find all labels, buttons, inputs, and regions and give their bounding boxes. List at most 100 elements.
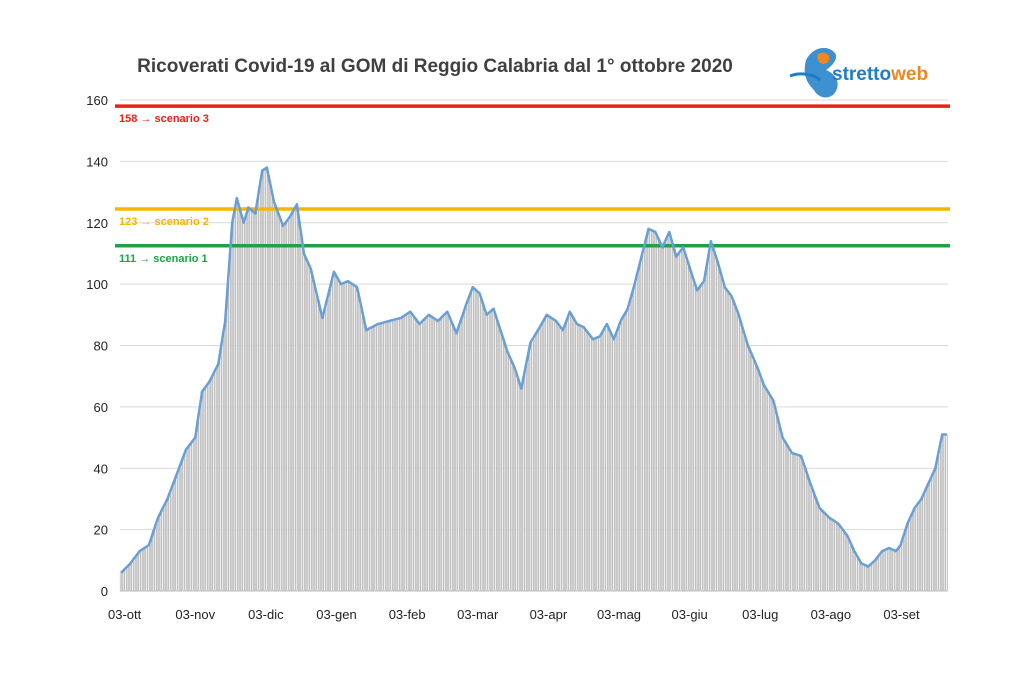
- bar: [196, 421, 199, 592]
- bar: [776, 418, 779, 592]
- bar: [388, 320, 391, 592]
- x-tick-label: 03-apr: [530, 607, 568, 622]
- bar: [716, 262, 719, 592]
- bar: [598, 335, 601, 592]
- bar: [744, 337, 747, 592]
- bar: [337, 279, 340, 592]
- bar: [709, 240, 712, 592]
- bar: [126, 565, 129, 592]
- bar: [684, 254, 687, 592]
- bar: [251, 211, 254, 592]
- bar: [129, 563, 132, 592]
- y-tick-label: 20: [94, 523, 108, 538]
- bar: [883, 549, 886, 592]
- bar: [753, 361, 756, 592]
- bar: [767, 392, 770, 592]
- x-tick-label: 03-lug: [742, 607, 778, 622]
- bar: [233, 210, 236, 592]
- bar: [894, 550, 897, 592]
- bar: [792, 453, 795, 592]
- bar: [920, 498, 923, 592]
- bar: [254, 213, 257, 592]
- bar: [917, 501, 920, 592]
- bar: [191, 440, 194, 592]
- bar: [668, 231, 671, 592]
- bar: [358, 297, 361, 592]
- bar: [765, 388, 768, 592]
- y-tick-label: 140: [86, 154, 108, 169]
- bar: [284, 222, 287, 592]
- bar: [124, 567, 127, 592]
- bar: [779, 428, 782, 592]
- bar: [621, 316, 624, 592]
- bar: [374, 324, 377, 592]
- bar: [945, 434, 948, 592]
- bar: [915, 504, 918, 592]
- bar: [443, 313, 446, 592]
- x-tick-label: 03-giu: [672, 607, 708, 622]
- bar: [825, 514, 828, 592]
- bar: [448, 316, 451, 592]
- bar: [880, 550, 883, 592]
- bar: [457, 326, 460, 592]
- bar: [802, 462, 805, 592]
- bar: [742, 329, 745, 592]
- bar: [876, 556, 879, 592]
- bar: [131, 560, 134, 592]
- bar: [496, 322, 499, 592]
- bar: [348, 282, 351, 592]
- bar: [612, 339, 615, 592]
- x-tick-label: 03-gen: [316, 607, 356, 622]
- bar: [626, 308, 629, 592]
- bar: [631, 292, 634, 592]
- bar: [748, 350, 752, 592]
- bar: [931, 473, 934, 592]
- bar: [594, 338, 597, 592]
- bar: [392, 319, 395, 592]
- y-tick-label: 0: [101, 584, 108, 599]
- bar: [260, 170, 263, 592]
- bar: [670, 239, 673, 592]
- bar: [302, 253, 305, 592]
- bar: [885, 548, 888, 592]
- bar: [138, 550, 141, 592]
- bar: [411, 314, 414, 592]
- bar: [804, 469, 807, 592]
- bar: [503, 344, 506, 592]
- bar: [658, 241, 661, 592]
- y-axis: 0 20 40 60 80 100 120 140 160: [86, 93, 108, 599]
- bar: [263, 168, 266, 592]
- reference-lines: 158 → scenario 3 123 → scenario 2 111 → sc…: [115, 104, 950, 265]
- bar: [890, 548, 893, 592]
- bar: [538, 326, 541, 592]
- bar: [686, 261, 689, 592]
- bar: [452, 327, 455, 592]
- bar: [297, 220, 301, 592]
- bar: [693, 282, 696, 592]
- bar: [200, 391, 203, 592]
- bar: [362, 319, 365, 592]
- bar: [300, 236, 303, 592]
- bar: [688, 268, 691, 592]
- bar: [892, 549, 895, 592]
- bar: [214, 368, 217, 592]
- bar: [471, 286, 474, 592]
- bar: [570, 315, 573, 592]
- bar: [441, 316, 444, 592]
- bar: [614, 332, 617, 592]
- bar: [533, 334, 536, 592]
- bar: [399, 317, 402, 592]
- bar: [751, 355, 754, 592]
- bar: [651, 230, 654, 592]
- bar: [591, 339, 594, 592]
- bar: [839, 526, 842, 592]
- bar: [272, 200, 275, 592]
- bar: [661, 247, 664, 592]
- bar: [934, 467, 937, 592]
- bar: [270, 189, 273, 592]
- bar: [869, 564, 872, 592]
- bar: [279, 219, 282, 592]
- bar: [827, 517, 830, 592]
- bar: [383, 321, 386, 592]
- bar: [122, 569, 125, 592]
